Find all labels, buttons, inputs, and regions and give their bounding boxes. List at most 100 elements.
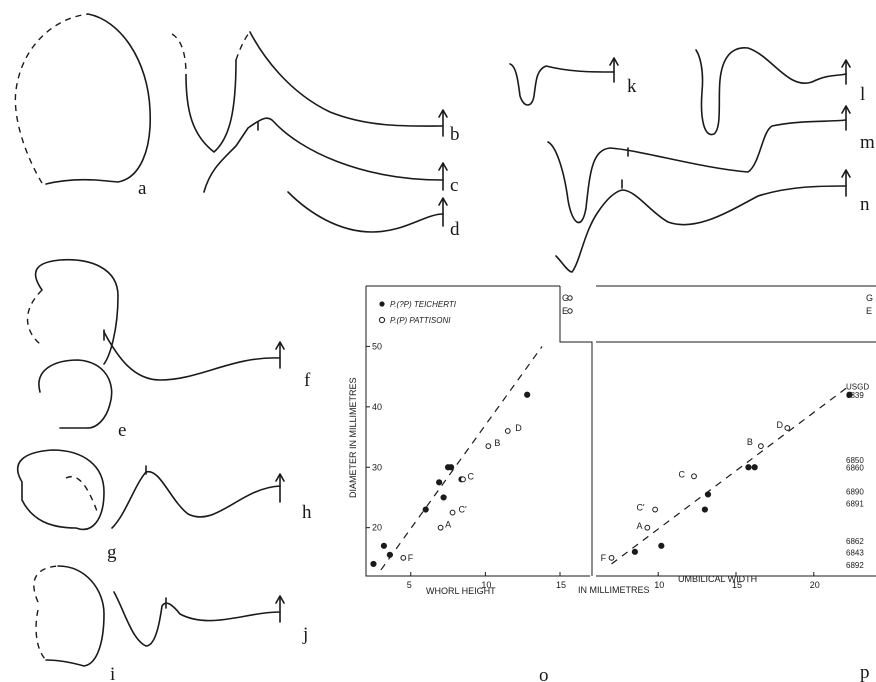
data-point-teicherti xyxy=(386,551,393,558)
specimen-number-label: 6850 xyxy=(846,456,864,465)
specimen-number-label: 6890 xyxy=(846,487,864,496)
panel-label-g: g xyxy=(107,542,117,563)
data-point-pattisoni xyxy=(437,524,444,531)
plot-o-trend-line xyxy=(380,346,543,571)
panel-label-n: n xyxy=(860,194,870,215)
panel-label-j: j xyxy=(302,624,308,645)
panel-label-e: e xyxy=(118,420,126,441)
point-label: F xyxy=(601,553,607,563)
data-point-pattisoni xyxy=(504,428,511,434)
data-point-teicherti xyxy=(524,391,531,398)
data-point-pattisoni xyxy=(784,425,791,431)
plot-o-frame xyxy=(365,286,590,577)
legend-label-teicherti: P.(?P) TEICHERTI xyxy=(390,300,457,309)
data-point-pattisoni xyxy=(757,443,764,450)
outlier-label: G xyxy=(866,293,873,303)
plot-p-x-axis-label: UMBILICAL WIDTH xyxy=(678,574,757,584)
panel-label-i: i xyxy=(110,664,115,682)
point-label: D xyxy=(776,420,783,430)
suture-line-d xyxy=(287,191,448,233)
panel-label-h: h xyxy=(302,502,312,523)
outlier-point xyxy=(567,308,573,314)
legend-label-pattisoni: P.(P) PATTISONI xyxy=(390,316,451,325)
data-point-teicherti xyxy=(370,560,377,568)
plot-p-trend-line xyxy=(611,385,850,565)
x-tick-label: 20 xyxy=(810,580,820,590)
specimen-number-label: 6862 xyxy=(846,537,864,546)
point-label: F xyxy=(408,553,414,563)
plot-o-y-axis-label: DIAMETER IN MILLIMETRES xyxy=(348,377,358,498)
panel-label-b: b xyxy=(450,124,460,145)
panel-label-k: k xyxy=(627,76,637,97)
data-point-teicherti xyxy=(704,491,712,498)
panel-label-o: o xyxy=(539,665,549,682)
data-point-teicherti xyxy=(846,391,853,398)
plot-o-points xyxy=(370,391,531,568)
point-label: C' xyxy=(636,503,644,513)
x-tick-label: 5 xyxy=(407,580,412,590)
point-label: D xyxy=(515,423,522,433)
panel-label-p: p xyxy=(860,662,870,682)
legend-marker-pattisoni xyxy=(378,316,386,324)
data-point-pattisoni xyxy=(400,554,407,561)
panel-label-c: c xyxy=(450,175,458,196)
specimen-number-label: USGD xyxy=(846,382,869,391)
data-point-teicherti xyxy=(658,542,665,549)
suture-line-b xyxy=(171,31,448,153)
data-point-pattisoni xyxy=(460,476,466,483)
plot-o-y-ticks: 20 30 40 50 xyxy=(366,341,382,533)
point-label: A xyxy=(636,521,642,531)
x-tick-label: 10 xyxy=(654,580,664,590)
data-point-pattisoni xyxy=(449,509,456,516)
shared-axis-units-label: IN MILLIMETRES xyxy=(578,585,650,595)
data-point-pattisoni xyxy=(644,524,651,531)
specimen-number-label: 6843 xyxy=(846,548,864,557)
panel-label-l: l xyxy=(860,84,865,105)
point-label: B xyxy=(747,437,753,447)
outlier-label: E xyxy=(562,306,568,316)
suture-line-m xyxy=(547,105,851,224)
whorl-drawing-f-e xyxy=(26,258,285,429)
specimen-number-label: 6892 xyxy=(846,561,864,570)
data-point-teicherti xyxy=(751,464,758,471)
panel-label-m: m xyxy=(860,132,875,153)
panel-label-a: a xyxy=(138,178,147,199)
x-tick-label: 10 xyxy=(481,580,491,590)
specimen-number-label: 6860 xyxy=(846,463,864,472)
data-point-pattisoni xyxy=(608,554,615,561)
suture-line-c xyxy=(203,117,448,193)
point-label: C' xyxy=(459,505,467,515)
panel-label-f: f xyxy=(304,370,311,391)
plot-p-x-ticks: 10 15 20 xyxy=(654,572,820,590)
outlier-label: E xyxy=(866,306,872,316)
plot-o-point-labels: F A C' C B D xyxy=(408,423,522,563)
whorl-drawing-i-j xyxy=(33,565,285,667)
y-tick-label: 30 xyxy=(372,462,382,472)
point-label: A xyxy=(445,520,451,530)
data-point-teicherti xyxy=(745,464,752,471)
suture-line-k xyxy=(509,57,619,106)
plot-o-x-axis-label: WHORL HEIGHT xyxy=(426,586,496,596)
legend-marker-teicherti xyxy=(379,301,385,307)
plot-p-points xyxy=(608,391,853,561)
data-point-pattisoni xyxy=(691,473,697,480)
y-tick-label: 40 xyxy=(372,402,382,412)
x-tick-label: 15 xyxy=(732,580,742,590)
plot-o-x-ticks: 5 10 15 xyxy=(407,572,566,590)
data-point-pattisoni xyxy=(485,443,492,450)
outlier-point xyxy=(567,295,573,301)
point-label: B xyxy=(494,438,500,448)
whorl-drawing-g-h xyxy=(16,449,285,531)
panel-label-d: d xyxy=(450,219,460,240)
specimen-number-label: 6891 xyxy=(846,500,864,509)
data-point-teicherti xyxy=(380,542,388,549)
outlier-label: G xyxy=(562,293,569,303)
data-point-teicherti xyxy=(701,506,708,513)
whorl-drawing-a xyxy=(14,13,151,185)
y-tick-label: 50 xyxy=(372,341,382,351)
